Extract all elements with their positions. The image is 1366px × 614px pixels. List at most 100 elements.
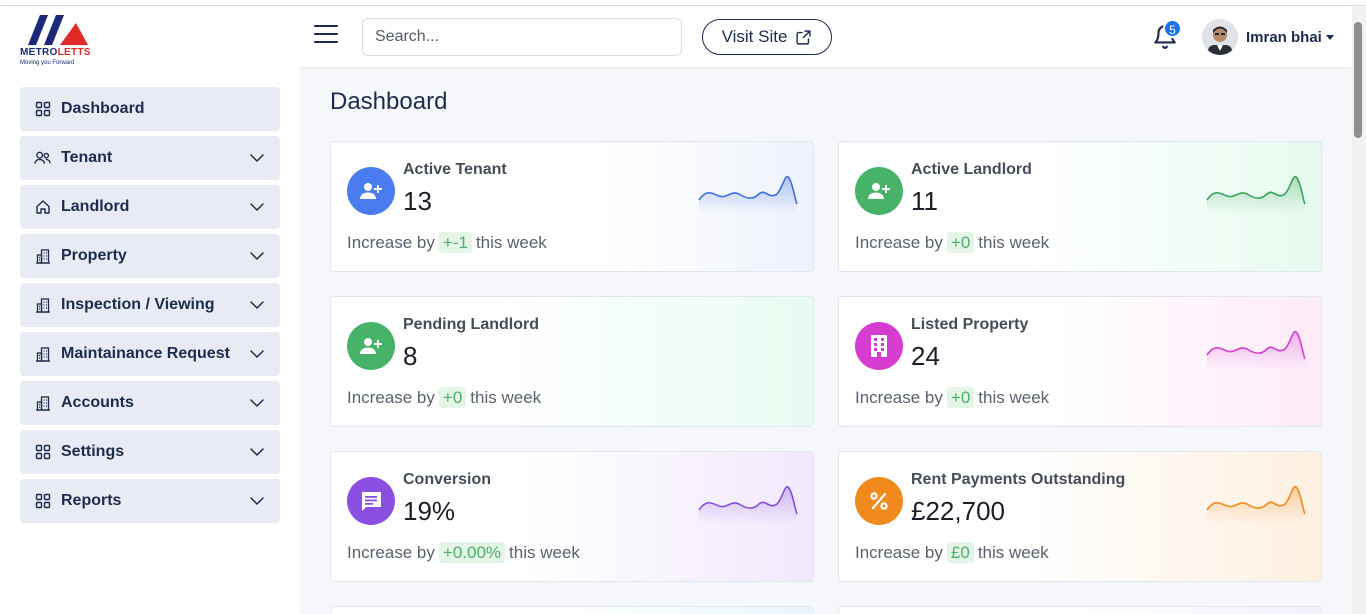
user-name[interactable]: Imran bhai — [1246, 29, 1322, 46]
stat-footer-prefix: Increase by — [347, 543, 435, 562]
visit-site-button[interactable]: Visit Site — [702, 19, 832, 55]
stat-footer-suffix: this week — [978, 233, 1050, 252]
stat-delta-badge: +0 — [438, 387, 467, 408]
brand-name: METROLETTS — [20, 47, 91, 58]
building-icon — [855, 322, 903, 370]
user-photo-icon — [1202, 19, 1238, 55]
logo-mark-icon — [28, 15, 88, 45]
sidebar-item-maintainance-request[interactable]: Maintainance Request — [20, 332, 280, 376]
menu-toggle-icon[interactable] — [314, 25, 338, 47]
stat-delta-badge: +-1 — [438, 232, 472, 253]
sidebar-item-label: Tenant — [61, 149, 113, 166]
chevron-down-icon[interactable] — [244, 442, 270, 462]
stat-value: 24 — [911, 341, 940, 371]
stat-label: Pending Landlord — [403, 316, 539, 333]
stat-footer: Increase by +0.00% this week — [347, 542, 580, 563]
external-link-icon — [796, 29, 811, 45]
sidebar-item-inspection-viewing[interactable]: Inspection / Viewing — [20, 283, 280, 327]
sidebar-item-reports[interactable]: Reports — [20, 479, 280, 523]
grid-icon — [34, 444, 51, 461]
building-icon — [34, 395, 51, 412]
sidebar-item-label: Maintainance Request — [61, 345, 230, 362]
stat-label: Conversion — [403, 471, 492, 488]
sidebar-item-label: Landlord — [61, 198, 130, 215]
stat-label: Rent Payments Outstanding — [911, 471, 1126, 488]
page-scrollbar[interactable] — [1352, 7, 1366, 614]
user-plus-icon — [347, 167, 395, 215]
building-icon — [34, 297, 51, 314]
stat-footer-prefix: Increase by — [855, 543, 943, 562]
stat-footer: Increase by +0 this week — [855, 232, 1050, 253]
brand-logo[interactable]: METROLETTS Moving you Forward — [18, 11, 108, 66]
visit-site-label: Visit Site — [721, 27, 788, 46]
sidebar-item-dashboard[interactable]: Dashboard — [20, 87, 280, 131]
top-header: METROLETTS Moving you Forward Visit Site… — [0, 7, 1352, 67]
stat-label: Active Landlord — [911, 161, 1032, 178]
sparkline-chart — [1206, 175, 1306, 214]
chat-icon — [347, 477, 395, 525]
stat-label: Active Tenant — [403, 161, 507, 178]
chevron-down-icon[interactable] — [244, 491, 270, 511]
stat-footer-suffix: this week — [978, 388, 1050, 407]
sidebar-item-label: Settings — [61, 443, 125, 460]
sidebar-item-property[interactable]: Property — [20, 234, 280, 278]
chevron-down-icon[interactable] — [244, 246, 270, 266]
brand-tagline: Moving you Forward — [20, 60, 75, 66]
scrollbar-thumb[interactable] — [1354, 22, 1362, 138]
stat-value: 11 — [911, 186, 938, 216]
stat-footer-prefix: Increase by — [347, 233, 435, 252]
top-border — [0, 0, 1366, 6]
sparkline-chart — [698, 485, 798, 524]
stat-value: £22,700 — [911, 496, 1005, 526]
building-icon — [34, 346, 51, 363]
users-icon — [34, 150, 51, 167]
stat-card-listed-property[interactable]: Listed Property 24 Increase by +0 this week — [838, 296, 1322, 427]
stat-delta-badge: +0.00% — [438, 542, 506, 563]
sparkline-chart — [1206, 485, 1306, 524]
stat-value: 13 — [403, 186, 432, 216]
stat-footer-prefix: Increase by — [855, 233, 943, 252]
chevron-down-icon[interactable] — [244, 344, 270, 364]
search-input[interactable] — [362, 18, 682, 56]
sidebar-item-landlord[interactable]: Landlord — [20, 185, 280, 229]
chevron-down-icon[interactable] — [244, 148, 270, 168]
avatar[interactable] — [1202, 19, 1238, 55]
stat-delta-badge: +0 — [946, 232, 975, 253]
stat-value: 19% — [403, 496, 456, 526]
user-menu-caret-icon[interactable] — [1326, 35, 1334, 40]
chevron-down-icon[interactable] — [244, 393, 270, 413]
stat-value: 8 — [403, 341, 418, 371]
user-plus-icon — [347, 322, 395, 370]
chevron-down-icon[interactable] — [244, 295, 270, 315]
sidebar-item-tenant[interactable]: Tenant — [20, 136, 280, 180]
stat-card-pending-landlord[interactable]: Pending Landlord 8 Increase by +0 this week — [330, 296, 814, 427]
sparkline-chart — [1206, 330, 1306, 369]
stat-footer-prefix: Increase by — [855, 388, 943, 407]
sidebar-item-label: Dashboard — [61, 100, 145, 117]
stat-card-conversion[interactable]: Conversion 19% Increase by +0.00% this week — [330, 451, 814, 582]
user-plus-icon — [855, 167, 903, 215]
stat-footer-suffix: this week — [977, 543, 1049, 562]
stat-footer: Increase by £0 this week — [855, 542, 1049, 563]
stat-card-active-landlord[interactable]: Active Landlord 11 Increase by +0 this week — [838, 141, 1322, 272]
stat-footer: Increase by +0 this week — [347, 387, 542, 408]
sidebar-item-label: Reports — [61, 492, 122, 509]
stat-card-partial — [330, 606, 814, 614]
stat-footer: Increase by +0 this week — [855, 387, 1050, 408]
building-icon — [34, 248, 51, 265]
stat-footer-suffix: this week — [470, 388, 542, 407]
grid-icon — [34, 101, 51, 118]
grid-icon — [34, 493, 51, 510]
page-title: Dashboard — [330, 88, 448, 115]
chevron-down-icon[interactable] — [244, 197, 270, 217]
sidebar-item-accounts[interactable]: Accounts — [20, 381, 280, 425]
sparkline-chart — [698, 175, 798, 214]
stat-footer-suffix: this week — [475, 233, 547, 252]
stat-delta-badge: +0 — [946, 387, 975, 408]
notification-badge: 5 — [1163, 19, 1182, 38]
stat-card-active-tenant[interactable]: Active Tenant 13 Increase by +-1 this week — [330, 141, 814, 272]
sidebar-item-settings[interactable]: Settings — [20, 430, 280, 474]
stat-footer-suffix: this week — [509, 543, 580, 562]
stat-delta-badge: £0 — [946, 542, 974, 563]
stat-card-rent-payments-outstanding[interactable]: Rent Payments Outstanding £22,700 Increase… — [838, 451, 1322, 582]
